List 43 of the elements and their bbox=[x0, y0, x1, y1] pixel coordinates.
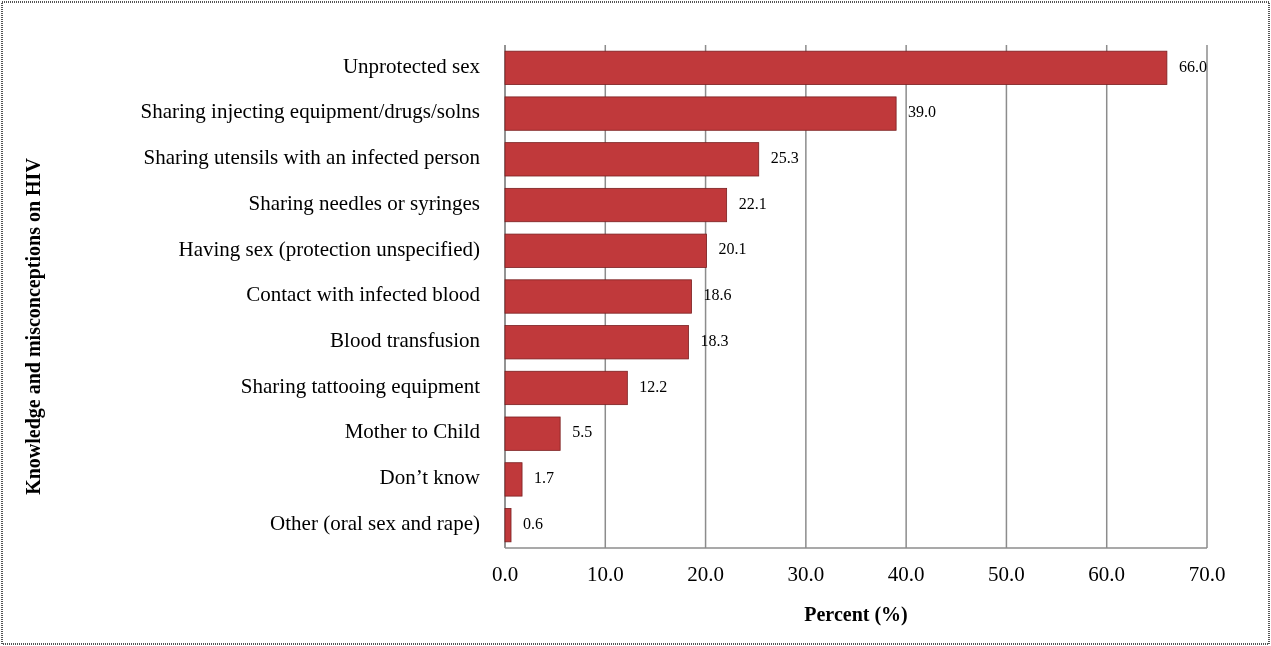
y-tick-label: Sharing utensils with an infected person bbox=[143, 145, 481, 170]
bar bbox=[504, 233, 707, 268]
bar bbox=[504, 508, 512, 543]
data-label: 66.0 bbox=[1178, 57, 1207, 75]
x-tick-label: 50.0 bbox=[988, 562, 1025, 586]
x-tick-label: 10.0 bbox=[586, 562, 624, 586]
x-tick-label: 0.0 bbox=[491, 562, 519, 586]
bar bbox=[504, 279, 692, 314]
y-tick-label: Contact with infected blood bbox=[246, 282, 481, 307]
data-label: 12.2 bbox=[639, 377, 668, 395]
data-label: 18.6 bbox=[703, 286, 732, 304]
y-tick-label: Sharing injecting equipment/drugs/solns bbox=[140, 99, 480, 124]
x-tick-label: 70.0 bbox=[1188, 562, 1226, 586]
data-label: 5.5 bbox=[572, 423, 593, 441]
bar bbox=[504, 142, 760, 177]
x-tick-label: 30.0 bbox=[787, 562, 825, 586]
bar bbox=[504, 462, 523, 497]
data-label: 18.3 bbox=[700, 331, 729, 349]
data-label: 0.6 bbox=[523, 514, 544, 532]
x-tick-label: 20.0 bbox=[687, 562, 724, 586]
y-tick-label: Mother to Child bbox=[344, 419, 481, 444]
y-tick-label: Blood transfusion bbox=[330, 328, 481, 353]
data-label: 22.1 bbox=[738, 194, 767, 212]
data-label: 1.7 bbox=[534, 469, 555, 487]
bar bbox=[504, 325, 689, 360]
x-tick-label: 60.0 bbox=[1088, 562, 1126, 586]
bar bbox=[504, 416, 561, 451]
x-tick-label: 40.0 bbox=[887, 562, 925, 586]
y-tick-label: Sharing tattooing equipment bbox=[240, 373, 481, 398]
y-axis-title: Knowledge and misconceptions on HIV bbox=[22, 157, 45, 495]
data-label: 25.3 bbox=[770, 148, 799, 166]
bar bbox=[504, 50, 1168, 85]
data-label: 39.0 bbox=[908, 103, 937, 121]
bar bbox=[504, 96, 897, 131]
y-tick-label: Other (oral sex and rape) bbox=[270, 510, 480, 535]
y-tick-label: Unprotected sex bbox=[342, 53, 481, 78]
y-tick-label: Sharing needles or syringes bbox=[248, 190, 480, 215]
y-tick-label: Having sex (protection unspecified) bbox=[178, 236, 480, 261]
bar bbox=[504, 187, 728, 223]
data-label: 20.1 bbox=[718, 240, 747, 258]
y-tick-label: Don’t know bbox=[379, 465, 481, 490]
x-axis-title: Percent (%) bbox=[804, 603, 908, 626]
bar bbox=[504, 370, 628, 406]
